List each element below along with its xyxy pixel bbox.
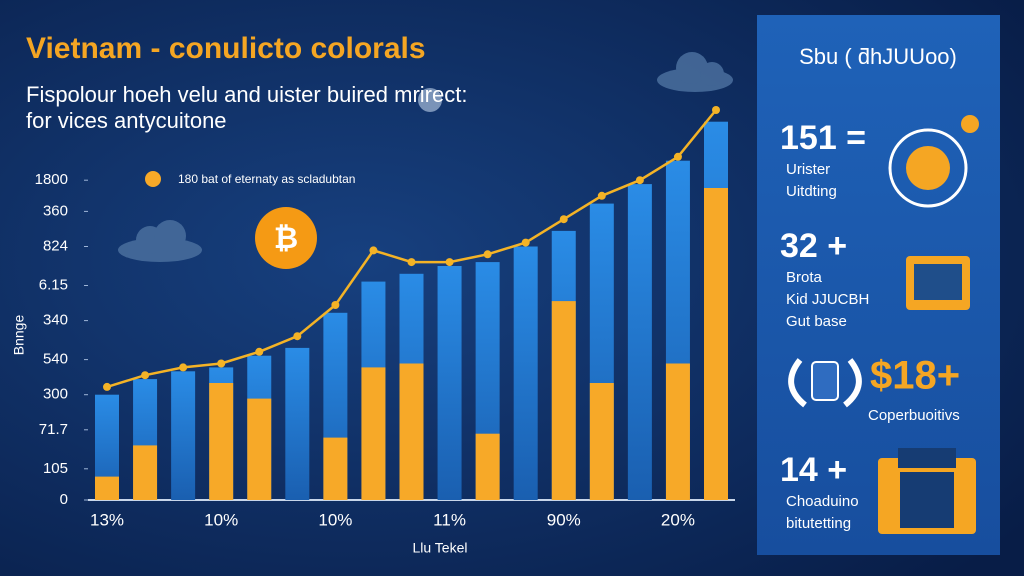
cloud [657, 52, 733, 92]
trend-point [407, 258, 416, 267]
trend-point [521, 238, 530, 247]
y-tick-label: 824 [43, 237, 68, 254]
bar [589, 383, 614, 500]
stat-label: Urister [786, 161, 830, 178]
panel-title: Sbu ( ƌhJUUoo) [799, 44, 957, 69]
stat-label: Brota [786, 269, 823, 286]
bar [513, 246, 538, 500]
y-tick-label: 540 [43, 351, 68, 368]
bar [323, 437, 348, 500]
bar [475, 433, 500, 500]
trend-point [483, 250, 492, 259]
y-tick-label: 0 [60, 491, 68, 508]
trend-point [445, 258, 454, 267]
trend-point [597, 191, 606, 200]
x-axis-label: Llu Tekel [412, 540, 467, 556]
stat-label: Kid JJUCBH [786, 291, 869, 308]
trend-point [217, 359, 226, 368]
trend-point [559, 215, 568, 224]
trend-point [255, 347, 264, 356]
icon [906, 256, 970, 310]
coin-icon: ₿ [255, 207, 317, 269]
bar [437, 266, 462, 500]
chart-title: Vietnam - conulicto colorals [26, 32, 426, 65]
chart-subtitle: for vices antycuitone [26, 108, 227, 133]
trend-point [179, 363, 188, 372]
icon [878, 448, 976, 534]
bar [665, 363, 690, 500]
cloud [118, 220, 202, 262]
trend-point [712, 106, 720, 114]
stat-label: Gut base [786, 313, 847, 330]
icon [788, 358, 862, 408]
bar [551, 301, 576, 500]
icon [888, 115, 979, 208]
x-tick-label: 20% [661, 510, 695, 529]
y-tick-label: 6.15 [39, 276, 68, 293]
stat-label: bitutetting [786, 515, 851, 532]
stat-value: 151 = [780, 119, 866, 157]
legend-label: 180 bat of eternaty as scladubtan [178, 172, 355, 186]
svg-text:₿: ₿ [274, 222, 298, 255]
y-tick-label: 1800 [35, 171, 68, 188]
trend-point [293, 332, 302, 341]
bar [209, 383, 234, 500]
bar [399, 363, 424, 500]
x-tick-label: 10% [204, 510, 238, 529]
trend-point [673, 152, 682, 161]
x-tick-label: 90% [547, 510, 581, 529]
bar [171, 371, 196, 500]
trend-point [331, 301, 340, 309]
x-tick-label: 13% [90, 510, 124, 529]
trend-point [103, 382, 111, 391]
y-tick-label: 360 [43, 202, 68, 219]
trend-point [369, 246, 378, 255]
bar [95, 476, 119, 500]
y-tick-label: 105 [43, 460, 68, 477]
bar [247, 398, 272, 500]
y-axis-label: Bnnge [11, 315, 27, 356]
bar [133, 445, 158, 500]
x-tick-label: 11% [433, 510, 466, 529]
x-tick-label: 10% [318, 510, 352, 529]
stat-label: Coperbuoitivs [868, 407, 960, 424]
legend-marker [145, 171, 161, 187]
stat-label: Choaduino [786, 493, 859, 510]
bar [627, 184, 652, 500]
stat-value: 32 + [780, 227, 847, 265]
bar [704, 188, 728, 500]
y-tick-label: 340 [43, 312, 68, 329]
trend-point [141, 371, 150, 380]
stat-value: 14 + [780, 451, 847, 489]
bar [361, 367, 386, 500]
bar [285, 347, 310, 500]
trend-point [635, 176, 644, 185]
y-tick-label: 300 [43, 386, 68, 403]
stat-label: Uitdting [786, 183, 837, 200]
moon [418, 88, 442, 112]
stat-value: $18+ [870, 354, 960, 398]
y-tick-label: 71.7 [39, 421, 68, 438]
chart-subtitle: Fispolour hoeh velu and uister buired mr… [26, 82, 467, 107]
